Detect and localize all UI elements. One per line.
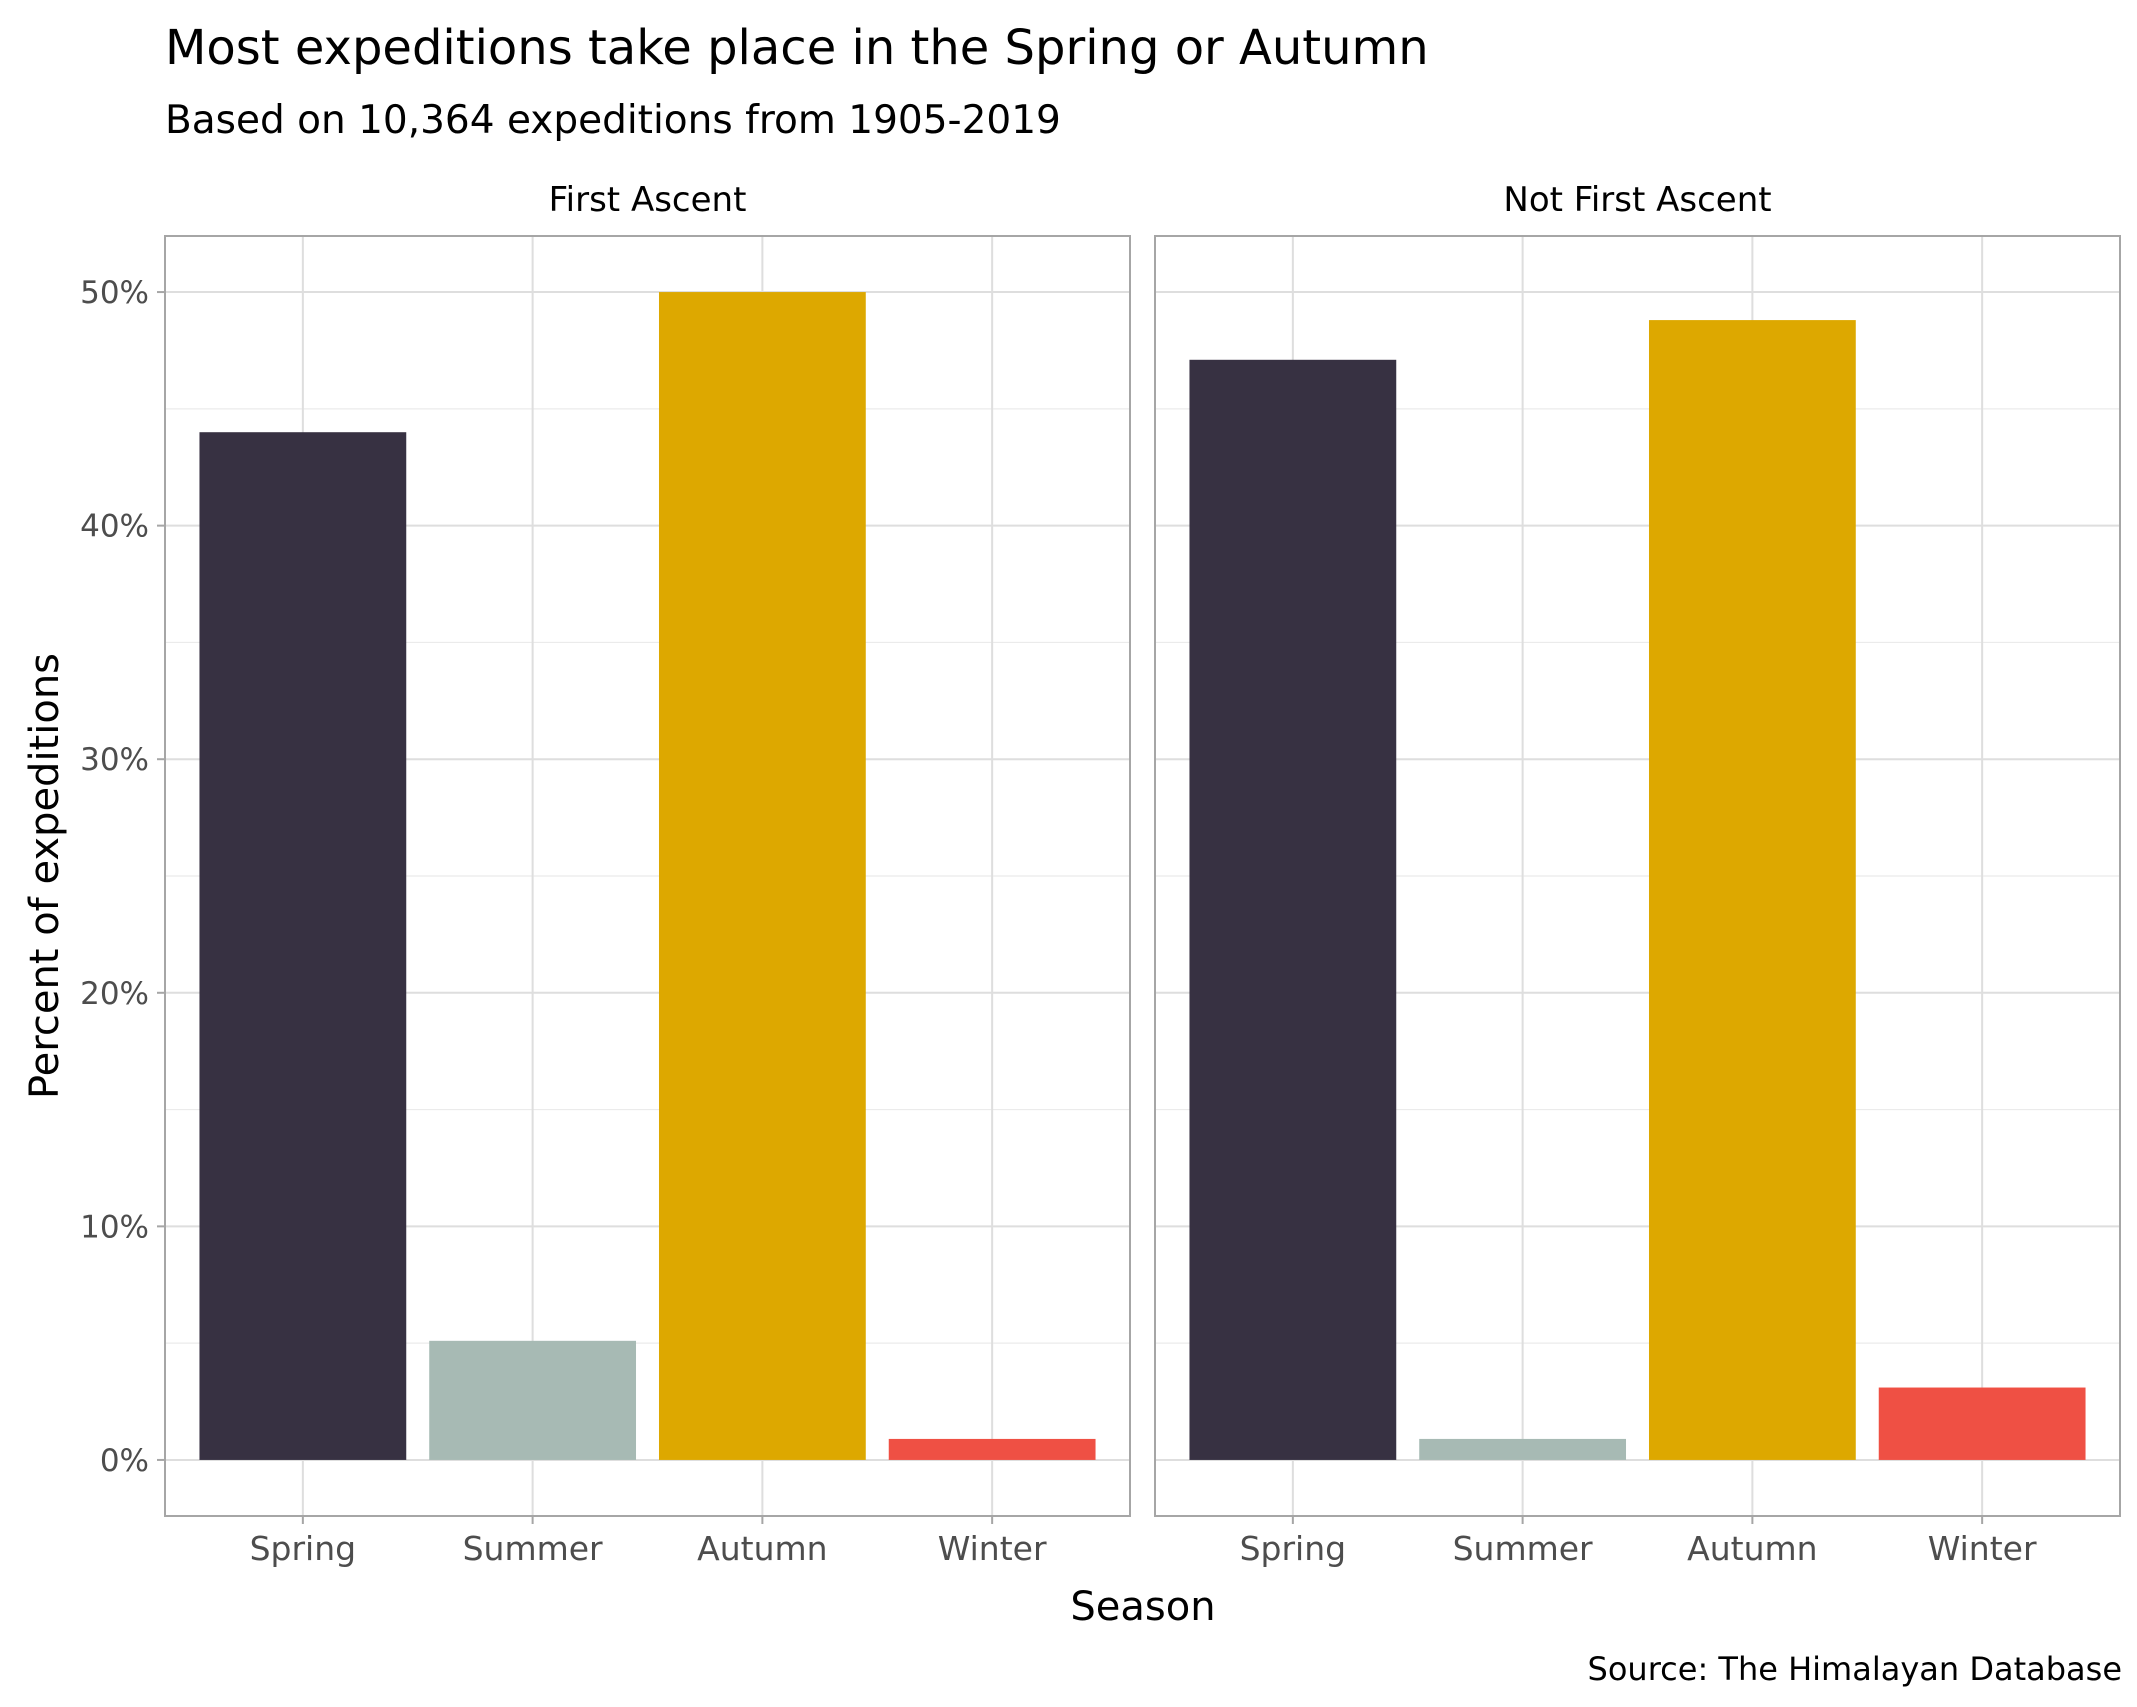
- x-tick-label: Summer: [1453, 1529, 1593, 1568]
- bar-summer: [429, 1340, 637, 1460]
- y-axis-title: Percent of expeditions: [22, 653, 68, 1099]
- panel-border: [164, 235, 1131, 1517]
- bar-summer: [1419, 1438, 1627, 1460]
- x-tick-label: Winter: [938, 1529, 1047, 1568]
- bar-autumn: [658, 292, 866, 1460]
- chart-caption: Source: The Himalayan Database: [1588, 1650, 2122, 1688]
- y-tick-label: 20%: [80, 976, 149, 1012]
- facet-panel: First Ascent Spring Summer Autumn Winter 0% 10…: [80, 180, 1131, 1568]
- facet-panel: Not First Ascent Spring Summer Autumn Winter: [1154, 180, 2121, 1568]
- y-tick-label: 30%: [80, 742, 149, 778]
- x-tick-label: Spring: [250, 1529, 357, 1568]
- x-tick-label: Winter: [1928, 1529, 2037, 1568]
- x-tick-label: Summer: [463, 1529, 603, 1568]
- facet-label: First Ascent: [549, 180, 747, 220]
- y-tick-label: 0%: [100, 1443, 149, 1479]
- x-axis-title: Season: [1070, 1584, 1215, 1630]
- x-tick-label: Spring: [1240, 1529, 1347, 1568]
- x-tick-label: Autumn: [697, 1529, 827, 1568]
- y-tick-label: 50%: [80, 275, 149, 311]
- chart-subtitle: Based on 10,364 expeditions from 1905-20…: [165, 98, 1061, 143]
- facet-label: Not First Ascent: [1503, 180, 1771, 220]
- bar-autumn: [1648, 320, 1856, 1460]
- bar-spring: [199, 432, 407, 1460]
- bar-winter: [1878, 1387, 2086, 1460]
- facet-panels: First Ascent Spring Summer Autumn Winter 0% 10…: [80, 180, 2121, 1568]
- panel-border: [1154, 235, 2121, 1517]
- bar-spring: [1189, 359, 1397, 1460]
- y-tick-label: 10%: [80, 1209, 149, 1245]
- bar-winter: [888, 1438, 1096, 1460]
- x-tick-label: Autumn: [1687, 1529, 1817, 1568]
- chart-title: Most expeditions take place in the Sprin…: [165, 20, 1429, 76]
- y-tick-label: 40%: [80, 509, 149, 545]
